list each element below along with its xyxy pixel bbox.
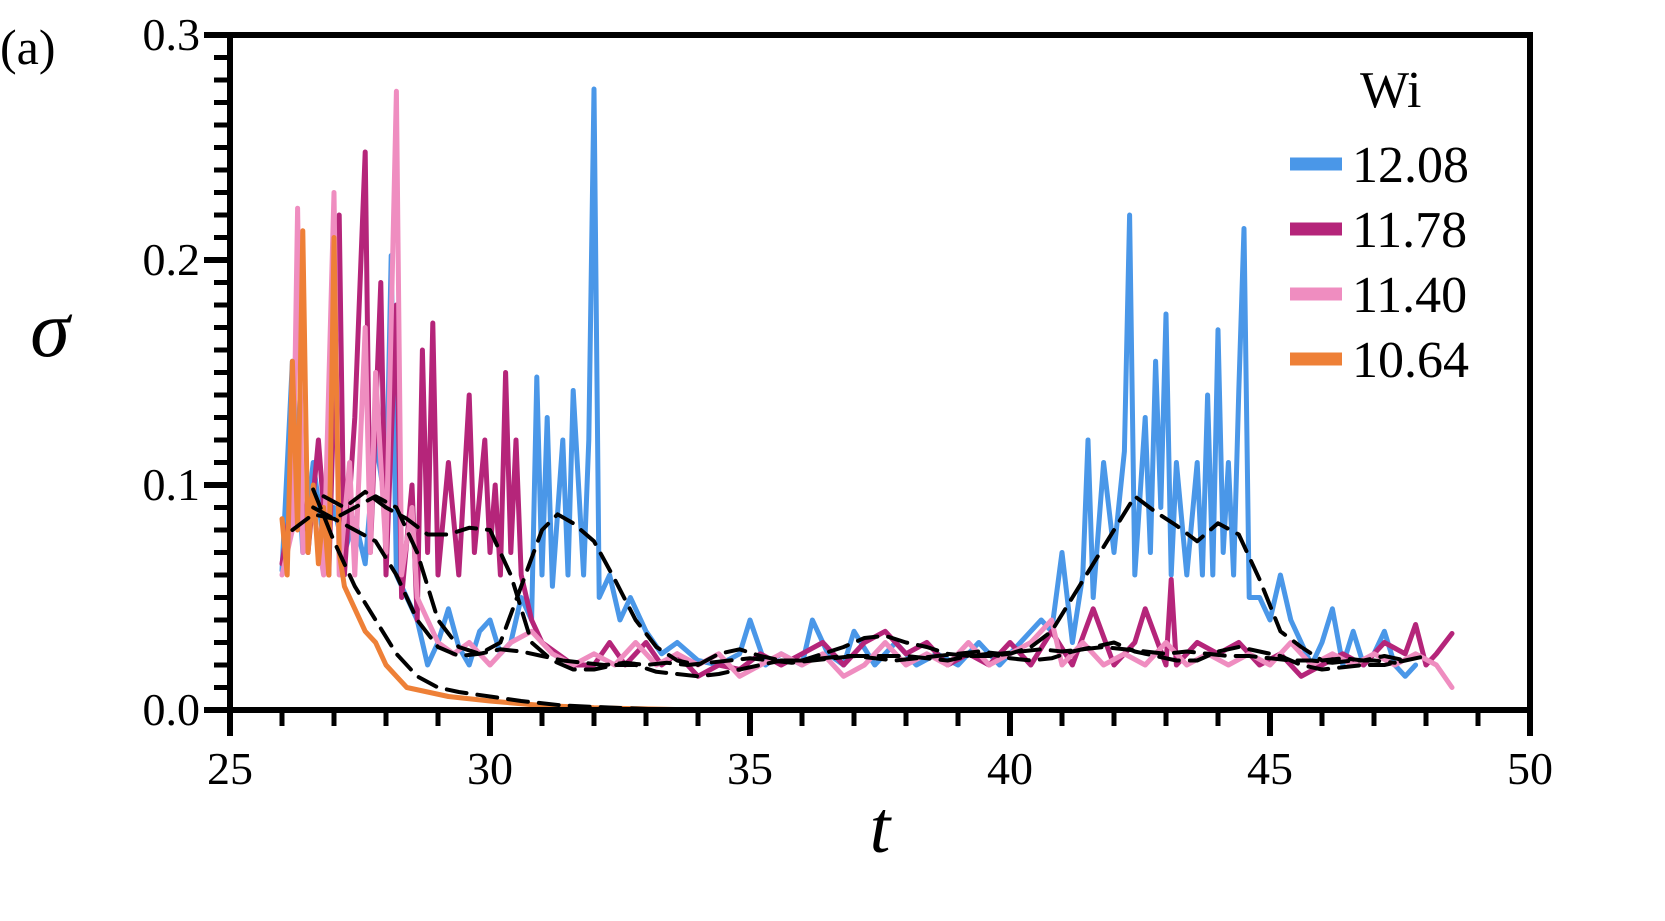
legend-label: 12.08 xyxy=(1352,137,1469,194)
x-tick-label: 35 xyxy=(727,743,773,794)
legend: Wi 12.08 11.78 11.40 10.64 xyxy=(1290,62,1469,389)
x-tick-label: 50 xyxy=(1507,743,1553,794)
ticks-layer: 25 30 35 40 45 50 0.0 0.1 0.2 0.3 xyxy=(143,9,1554,794)
legend-title: Wi xyxy=(1360,62,1421,119)
y-tick-label: 0.1 xyxy=(143,459,201,510)
y-axis-title: σ xyxy=(30,286,72,374)
y-tick-label: 0.0 xyxy=(143,684,201,735)
series-line-wi-11-40 xyxy=(279,88,1455,690)
panel-label: (a) xyxy=(0,19,56,75)
x-tick-label: 45 xyxy=(1247,743,1293,794)
y-tick-label: 0.3 xyxy=(143,9,201,60)
series-mean-dashed-line xyxy=(321,489,1428,679)
y-tick-label: 0.2 xyxy=(143,234,201,285)
x-tick-label: 25 xyxy=(207,743,253,794)
x-tick-label: 30 xyxy=(467,743,513,794)
legend-label: 10.64 xyxy=(1352,332,1469,389)
series-layer xyxy=(279,86,1455,713)
series-line-wi-12-08 xyxy=(279,86,1419,679)
x-tick-label: 40 xyxy=(987,743,1033,794)
legend-label: 11.78 xyxy=(1352,202,1467,259)
legend-label: 11.40 xyxy=(1352,267,1467,324)
series-mean-dashed-line xyxy=(290,512,1397,667)
x-axis-title: t xyxy=(870,787,893,869)
